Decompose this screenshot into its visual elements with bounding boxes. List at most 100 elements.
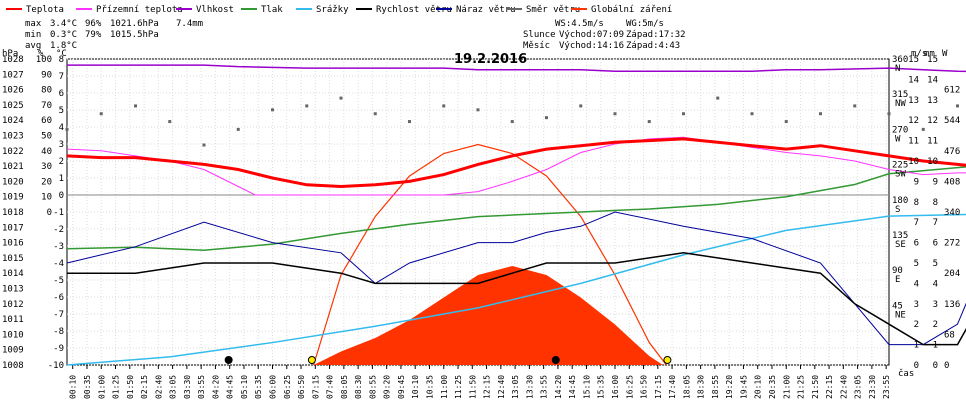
- x-tick-label: 13:55: [540, 375, 549, 399]
- wind-dir-point: [168, 120, 172, 124]
- axis-label-ms: m/s: [911, 49, 927, 59]
- wind-dir-point: [956, 104, 959, 108]
- sun-marker: [663, 356, 672, 364]
- y-tick-mm: 8: [933, 198, 938, 208]
- x-tick-label: 09:45: [397, 375, 406, 399]
- series-wind-gust: [66, 211, 966, 346]
- x-tick-label: 07:40: [326, 375, 335, 399]
- x-tick-label: 15:35: [597, 375, 606, 399]
- x-tick-label: 01:50: [126, 375, 135, 399]
- axis-label-mm: mm: [924, 49, 935, 59]
- y-tick-wm: 136: [944, 300, 960, 310]
- x-tick-label: 08:30: [354, 375, 363, 399]
- legend-entry: Náraz větru: [456, 5, 516, 15]
- wind-dir-point: [236, 127, 240, 131]
- x-tick-label: 06:00: [269, 375, 278, 399]
- y-tick-wm: 476: [944, 147, 960, 157]
- stat-max-hum: 96%: [85, 19, 102, 29]
- x-tick-label: 00:35: [83, 375, 92, 399]
- y-tick-dir: 180: [892, 196, 908, 206]
- y-tick-ms: 0: [914, 361, 919, 371]
- x-tick-label: 23:55: [882, 375, 891, 399]
- x-tick-label: 15:10: [582, 375, 591, 399]
- y-tick-wm: 340: [944, 208, 960, 218]
- y-tick-mm: 1: [933, 341, 938, 351]
- y-tick-degc: 0: [59, 191, 64, 201]
- y-tick-dir-name: NE: [895, 310, 906, 320]
- y-tick-hpa: 1023: [2, 132, 24, 142]
- y-tick-mm: 9: [933, 177, 938, 187]
- sun-marker: [307, 356, 316, 364]
- y-tick-hpa: 1025: [2, 101, 24, 111]
- y-tick-wm: 204: [944, 269, 960, 279]
- x-tick-label: 21:25: [797, 375, 806, 399]
- x-tick-label: 06:25: [283, 375, 292, 399]
- y-tick-dir: 45: [892, 301, 903, 311]
- x-tick-label: 08:05: [340, 375, 349, 399]
- y-tick-degc: -3: [53, 242, 64, 252]
- x-tick-label: 11:00: [440, 375, 449, 399]
- y-tick-pct: 20: [41, 177, 52, 187]
- wind-dir-point: [750, 112, 754, 116]
- y-tick-hpa: 1024: [2, 116, 24, 126]
- x-tick-label: 05:10: [240, 375, 249, 399]
- y-tick-ms: 7: [914, 218, 919, 228]
- y-tick-ms: 4: [914, 279, 919, 289]
- series-humidity: [67, 64, 966, 73]
- x-tick-label: 16:00: [611, 375, 620, 399]
- y-tick-mm: 0: [933, 361, 938, 371]
- y-tick-dir: 135: [892, 231, 908, 241]
- x-tick-label: 09:20: [383, 375, 392, 399]
- y-tick-degc: -7: [53, 310, 64, 320]
- y-tick-mm: 14: [927, 75, 938, 85]
- y-tick-hpa: 1027: [2, 70, 24, 80]
- y-tick-hpa: 1013: [2, 285, 24, 295]
- x-tick-label: 21:00: [782, 375, 791, 399]
- y-tick-pct: 60: [41, 116, 52, 126]
- y-tick-dir-name: W: [895, 134, 901, 144]
- x-tick-label: 21:50: [811, 375, 820, 399]
- x-tick-label: 22:40: [839, 375, 848, 399]
- x-tick-label: 01:00: [97, 375, 106, 399]
- x-tick-label: 06:50: [297, 375, 306, 399]
- y-tick-mm: 5: [933, 259, 938, 269]
- stat-avg-label: avg: [25, 41, 41, 51]
- series-pressure: [66, 166, 966, 252]
- sun-rise: Východ:07:09: [559, 30, 624, 40]
- y-tick-mm: 10: [927, 157, 938, 167]
- y-tick-hpa: 1015: [2, 254, 24, 264]
- y-tick-dir: 90: [892, 266, 903, 276]
- y-tick-degc: -2: [53, 225, 64, 235]
- legend-entry: Rychlost větru: [376, 5, 452, 15]
- y-tick-hpa: 1028: [2, 55, 24, 65]
- y-tick-ms: 1: [914, 341, 919, 351]
- legend-entry: Tlak: [261, 5, 283, 15]
- x-tick-label: 13:05: [511, 375, 520, 399]
- y-tick-ms: 13: [908, 96, 919, 106]
- y-tick-wm: 68: [944, 330, 955, 340]
- wind-dir-point: [613, 112, 617, 116]
- y-tick-hpa: 1021: [2, 162, 24, 172]
- y-tick-hpa: 1016: [2, 239, 24, 249]
- wind-dir-point: [339, 96, 343, 100]
- y-tick-pct: 100: [36, 55, 52, 65]
- axis-label-degc: °C: [56, 49, 67, 59]
- x-tick-label: 23:30: [868, 375, 877, 399]
- y-tick-pct: 80: [41, 86, 52, 96]
- wind-dir-point: [921, 127, 925, 131]
- y-tick-ms: 2: [914, 320, 919, 330]
- y-tick-degc: 1: [59, 174, 64, 184]
- y-tick-ms: 11: [908, 137, 919, 147]
- y-tick-pct: 70: [41, 101, 52, 111]
- x-tick-label: 20:10: [754, 375, 763, 399]
- legend-entry: Přízemní teplota: [96, 5, 183, 15]
- y-tick-pct: 40: [41, 147, 52, 157]
- stat-max-rain: 7.4mm: [176, 19, 203, 29]
- y-tick-mm: 12: [927, 116, 938, 126]
- legend-entry: Směr větru: [526, 5, 580, 15]
- x-tick-label: 03:05: [169, 375, 178, 399]
- x-tick-label: 03:55: [197, 375, 206, 399]
- y-tick-pct: 50: [41, 132, 52, 142]
- x-tick-label: 18:30: [697, 375, 706, 399]
- y-tick-hpa: 1026: [2, 86, 24, 96]
